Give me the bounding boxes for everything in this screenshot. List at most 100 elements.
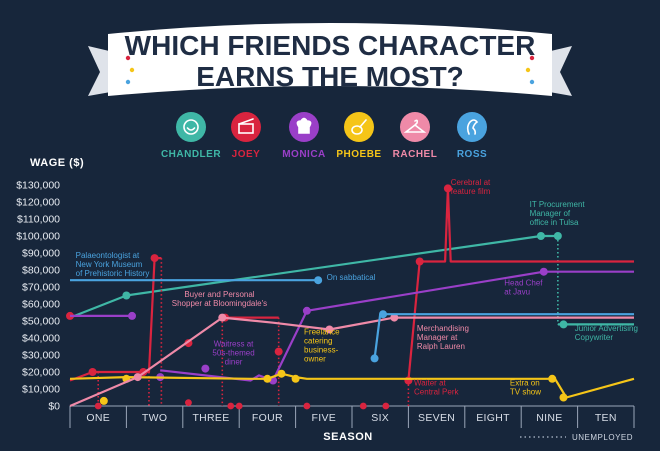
- clothes-hanger-icon: [400, 112, 430, 142]
- series-point: [235, 402, 243, 410]
- character-label: MONICA: [282, 149, 326, 160]
- series-point: [325, 325, 334, 334]
- annotation-line: Central Perk: [414, 388, 459, 397]
- x-tick-label: SIX: [371, 412, 389, 424]
- unemployed-legend: UNEMPLOYED: [520, 433, 633, 442]
- character-ross: ROSS: [457, 112, 487, 160]
- guitar-icon-glyph: [351, 119, 367, 135]
- annotation-line: On sabbatical: [327, 273, 376, 282]
- y-tick-label: $80,000: [22, 265, 60, 277]
- series-point: [553, 232, 562, 240]
- series-point: [539, 267, 548, 276]
- y-tick-label: $30,000: [22, 350, 60, 362]
- annotation: On sabbatical: [327, 273, 376, 282]
- annotation: Extra on TV show: [510, 379, 541, 397]
- series-point: [227, 402, 235, 410]
- series-point: [122, 291, 131, 300]
- annotation: Merchandising Manager at Ralph Lauren: [417, 324, 469, 351]
- chef-hat-icon-glyph: [296, 117, 312, 134]
- annotation: Buyer and Personal Shopper at Bloomingdal…: [172, 290, 267, 308]
- annotation: Waitress at 50s-themed diner: [212, 340, 254, 367]
- y-tick-label: $50,000: [22, 316, 60, 328]
- series-point: [303, 402, 311, 410]
- annotation: IT Procurement Manager of office in Tulsa: [530, 200, 586, 227]
- annotation-line: Ralph Lauren: [417, 342, 465, 351]
- clapperboard-icon-glyph: [238, 118, 254, 134]
- y-tick-label: $90,000: [22, 248, 60, 260]
- x-tick-label: FOUR: [252, 412, 283, 424]
- dinosaur-icon-glyph: [466, 119, 479, 135]
- banner-dot: [525, 67, 531, 73]
- x-tick-label: ONE: [86, 412, 110, 424]
- y-tick-label: $40,000: [22, 333, 60, 345]
- annotation-line: Palaeontologist at: [76, 251, 140, 260]
- annotation-line: catering: [304, 337, 332, 346]
- series-point: [443, 184, 452, 193]
- annotation-line: at Javu: [504, 287, 530, 296]
- banner-dot: [125, 55, 131, 61]
- annotation-line: office in Tulsa: [530, 218, 579, 227]
- character-label: RACHEL: [393, 149, 438, 160]
- annotation: Head Chef at Javu: [504, 278, 543, 296]
- y-tick-label: $130,000: [16, 180, 60, 192]
- annotation: Junior Advertising Copywriter: [575, 324, 638, 342]
- annotation-line: Merchandising: [417, 324, 469, 333]
- annotation-line: Extra on: [510, 379, 540, 388]
- character-label: ROSS: [457, 149, 487, 160]
- series-point: [379, 310, 388, 319]
- series-point: [359, 402, 367, 410]
- annotation-line: 50s-themed: [212, 349, 254, 358]
- series-point: [274, 347, 283, 356]
- x-tick-label: SEVEN: [418, 412, 455, 424]
- series-ross: [70, 276, 634, 363]
- x-tick-label: TEN: [595, 412, 617, 424]
- x-tick-label: THREE: [192, 412, 229, 424]
- banner-dot: [125, 79, 131, 85]
- character-phoebe: PHOEBE: [336, 112, 381, 160]
- character-legend: CHANDLER JOEY MONICA PHOEBE RACHEL ROSS: [161, 112, 487, 160]
- annotation-line: Waiter at: [414, 379, 446, 388]
- series-point: [99, 396, 108, 405]
- series-point: [133, 373, 142, 382]
- annotation-line: Manager of: [530, 209, 571, 218]
- series-point: [218, 313, 227, 322]
- series-point: [548, 374, 557, 383]
- series-point: [94, 402, 102, 410]
- series-point: [415, 257, 424, 266]
- title-line-2: EARNS THE MOST?: [196, 61, 464, 92]
- banner-dot: [529, 55, 535, 61]
- series-point: [277, 369, 286, 378]
- banner-body: [108, 23, 552, 96]
- annotation: Palaeontologist at New York Museum of Preh…: [76, 251, 150, 278]
- annotation-line: Freelance: [304, 328, 340, 337]
- character-chandler: CHANDLER: [161, 112, 221, 160]
- dinosaur-icon: [457, 112, 487, 142]
- annotation-line: IT Procurement: [530, 200, 586, 209]
- series-point: [150, 254, 159, 263]
- series-point: [559, 320, 568, 329]
- series-point: [302, 306, 311, 315]
- title-banner: WHICH FRIENDS CHARACTER EARNS THE MOST?: [88, 23, 572, 96]
- annotation-line: owner: [304, 355, 326, 364]
- series-point: [291, 374, 300, 383]
- x-tick-label: FIVE: [312, 412, 337, 424]
- annotation: Freelance catering business-owner: [304, 328, 340, 364]
- series-line: [69, 372, 635, 399]
- annotation-line: Manager at: [417, 333, 458, 342]
- annotation-line: Cerebral at: [451, 178, 491, 187]
- annotation-line: Head Chef: [504, 278, 543, 287]
- y-tick-label: $10,000: [22, 384, 60, 396]
- series-point: [370, 354, 379, 363]
- chart-area: WAGE ($) $0 $10,000 $20,000 $30,000 $40,000 $5…: [16, 157, 638, 443]
- x-tick-label: TWO: [142, 412, 167, 424]
- series-point: [263, 374, 272, 383]
- annotation-line: diner: [225, 358, 243, 367]
- character-label: JOEY: [232, 149, 261, 160]
- character-rachel: RACHEL: [393, 112, 438, 160]
- series-point: [185, 399, 192, 406]
- y-tick-label: $60,000: [22, 299, 60, 311]
- smiley-face-icon-glyph: [183, 119, 199, 135]
- y-tick-label: $120,000: [16, 197, 60, 209]
- series-point: [88, 368, 97, 376]
